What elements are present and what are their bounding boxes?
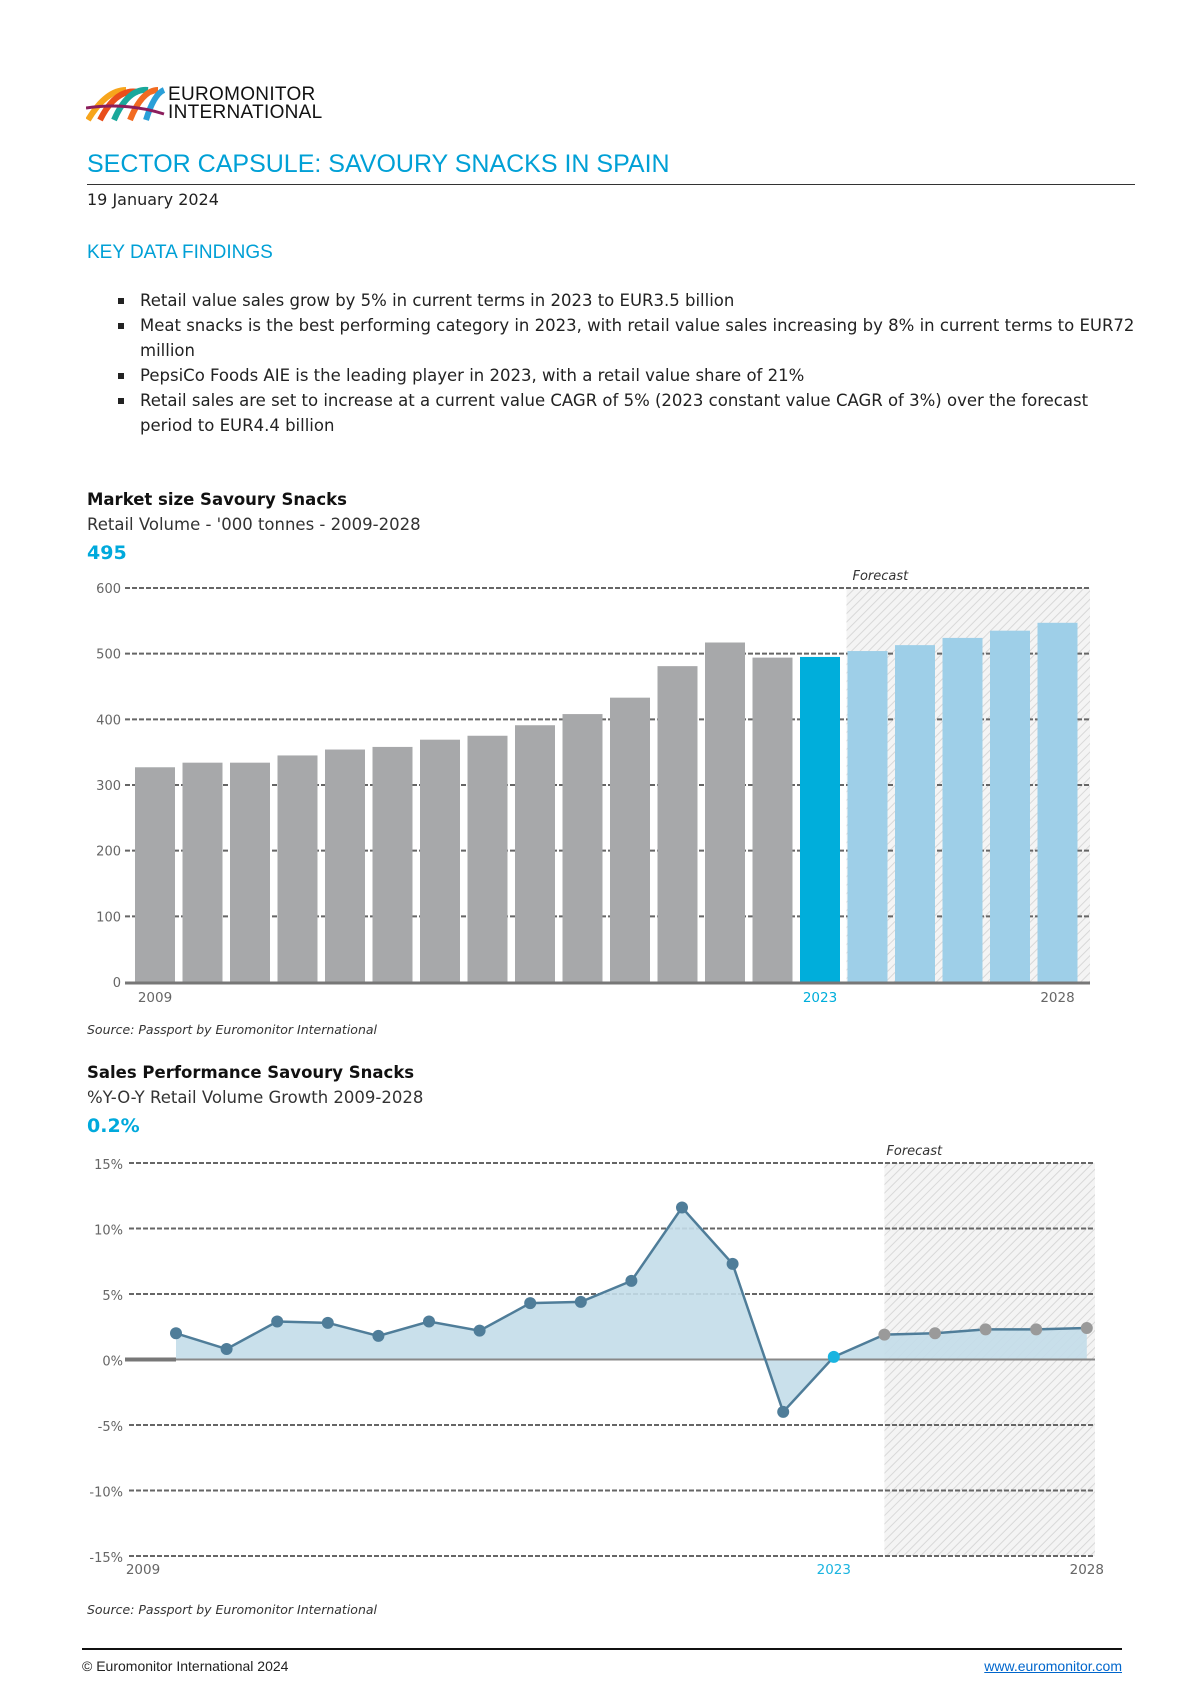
footer-divider [82, 1648, 1122, 1650]
bar-2016 [467, 735, 508, 982]
chart2-title: Sales Performance Savoury Snacks [87, 1063, 415, 1082]
bar-2027 [990, 630, 1030, 982]
bar-2010 [182, 762, 223, 982]
bar-2012 [277, 755, 318, 982]
finding-item: PepsiCo Foods AIE is the leading player … [118, 363, 1140, 388]
key-findings-heading: KEY DATA FINDINGS [87, 242, 273, 263]
finding-item: Retail sales are set to increase at a cu… [118, 388, 1140, 438]
point-2023 [827, 1350, 840, 1363]
point-2014 [372, 1329, 385, 1342]
logo-line1: EUROMONITOR [168, 84, 316, 105]
y-tick-label: 200 [96, 845, 121, 860]
chart1-source: Source: Passport by Euromonitor Internat… [87, 1022, 378, 1037]
bar-2028 [1037, 622, 1078, 982]
point-2015 [423, 1315, 435, 1328]
y-tick-label: 5% [102, 1289, 123, 1304]
market-size-bar-chart: Forecast 0 100 200 300 400 500 600 2009 2023 2028 [96, 569, 1090, 1006]
bar-2021 [705, 642, 745, 982]
y-tick-label: 0 [113, 976, 121, 991]
point-2024 [878, 1328, 891, 1341]
sales-performance-area-chart: Forecast 15% 10% 5% 0% -5% -10% -15%2009 2023 202… [89, 1144, 1104, 1578]
point-2026 [979, 1323, 992, 1336]
footer-website-link[interactable]: www.euromonitor.com [984, 1658, 1122, 1674]
y-tick-label: 400 [96, 713, 121, 728]
point-2012 [271, 1315, 284, 1328]
logo-line2: INTERNATIONAL [168, 102, 323, 123]
y-tick-label: 500 [96, 648, 121, 663]
euromonitor-logo: EUROMONITOR INTERNATIONAL [86, 84, 326, 124]
growth-area [176, 1207, 1087, 1412]
chart1-headline-value: 495 [87, 542, 127, 564]
x-tick-label: 2009 [138, 990, 172, 1006]
bar-2026 [942, 637, 983, 982]
y-tick-label: 0% [102, 1355, 123, 1370]
y-tick-label: 10% [94, 1224, 123, 1239]
point-2011 [220, 1343, 233, 1356]
point-2010 [170, 1327, 182, 1340]
chart2-subtitle: %Y-O-Y Retail Volume Growth 2009-2028 [87, 1088, 424, 1107]
point-2021 [726, 1257, 739, 1270]
page-title: SECTOR CAPSULE: SAVOURY SNACKS IN SPAIN [87, 150, 670, 178]
bar-2015 [420, 739, 460, 982]
y-tick-label: -5% [98, 1420, 123, 1435]
point-2013 [321, 1316, 334, 1329]
bar-2019 [610, 697, 650, 982]
finding-item: Meat snacks is the best performing categ… [118, 313, 1140, 363]
finding-item: Retail value sales grow by 5% in current… [118, 288, 1140, 313]
y-tick-label: 15% [94, 1158, 123, 1173]
x-tick-label: 2009 [126, 1562, 160, 1578]
x-tick-label: 2028 [1070, 1562, 1104, 1578]
key-findings-list: Retail value sales grow by 5% in current… [115, 288, 1140, 438]
bar-2011 [230, 762, 270, 982]
bar-2020 [657, 666, 698, 982]
point-2018 [574, 1295, 587, 1308]
bar-2022 [752, 657, 793, 982]
y-tick-label: 100 [96, 910, 121, 925]
title-divider [87, 184, 1135, 185]
forecast-label: Forecast [886, 1144, 943, 1159]
point-2017 [524, 1297, 537, 1310]
chart1-title: Market size Savoury Snacks [87, 490, 347, 509]
bar-2018 [562, 714, 603, 982]
chart2-source: Source: Passport by Euromonitor Internat… [87, 1602, 378, 1617]
report-date: 19 January 2024 [87, 190, 219, 209]
point-2020 [676, 1201, 688, 1214]
point-2016 [473, 1324, 486, 1337]
bar-2013 [325, 749, 365, 982]
point-2028 [1080, 1322, 1093, 1335]
forecast-label: Forecast [853, 569, 910, 584]
bar-2009 [135, 767, 175, 982]
logo-text: EUROMONITOR INTERNATIONAL [168, 84, 323, 123]
chart2-headline-value: 0.2% [87, 1115, 140, 1137]
x-tick-label: 2023 [803, 990, 837, 1006]
chart1-subtitle: Retail Volume - '000 tonnes - 2009-2028 [87, 515, 421, 534]
bar-2017 [515, 725, 555, 982]
point-2019 [625, 1274, 638, 1287]
x-tick-label: 2023 [817, 1562, 851, 1578]
x-tick-label: 2028 [1040, 990, 1074, 1006]
y-tick-label: -15% [89, 1551, 123, 1566]
y-tick-label: -10% [89, 1486, 123, 1501]
y-tick-label: 300 [96, 779, 121, 794]
logo-arcs-icon [86, 86, 166, 122]
bar-2024 [847, 651, 888, 982]
bar-2025 [895, 645, 935, 982]
footer-copyright: © Euromonitor International 2024 [82, 1658, 289, 1674]
bar-2023 [800, 656, 840, 982]
point-2025 [929, 1327, 941, 1340]
point-2027 [1030, 1323, 1043, 1336]
point-2022 [777, 1405, 790, 1418]
bar-2014 [372, 746, 413, 982]
y-tick-label: 600 [96, 582, 121, 597]
